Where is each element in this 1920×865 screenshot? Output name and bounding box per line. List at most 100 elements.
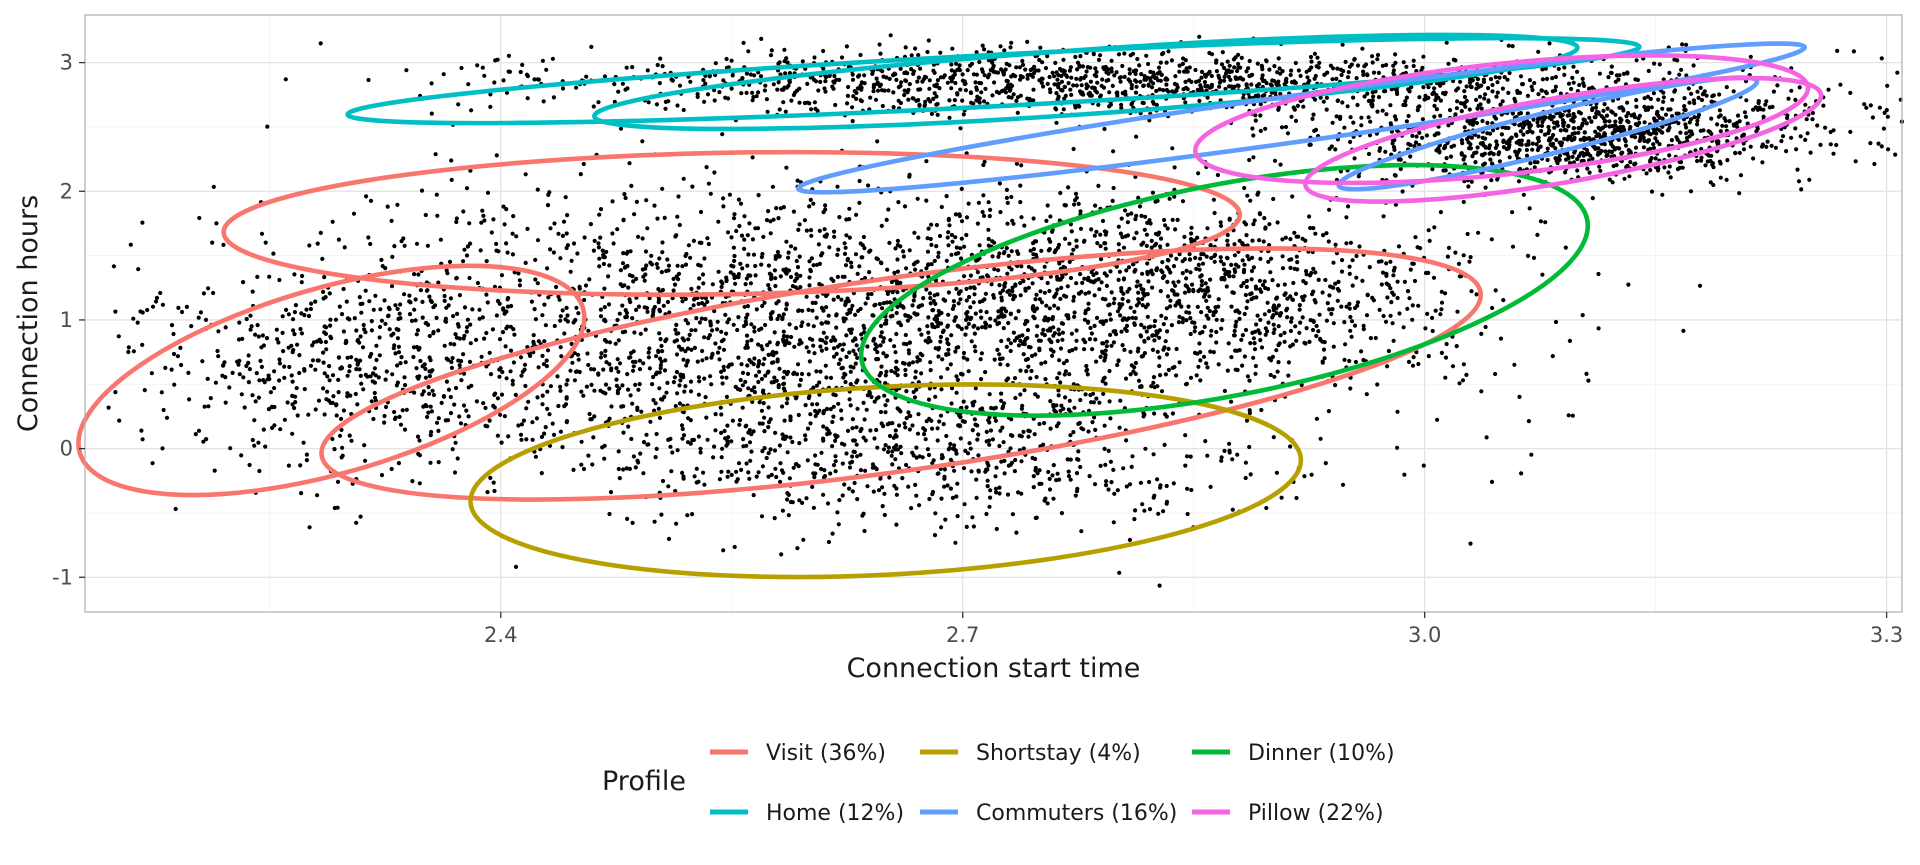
scatter-point xyxy=(1051,404,1056,409)
scatter-point xyxy=(757,359,762,364)
scatter-point xyxy=(979,377,984,382)
scatter-point xyxy=(781,436,786,441)
scatter-point xyxy=(880,103,885,109)
scatter-point xyxy=(1130,262,1136,267)
scatter-point xyxy=(579,439,584,444)
scatter-point xyxy=(928,368,933,373)
scatter-point xyxy=(872,436,877,441)
scatter-point xyxy=(1199,283,1204,288)
scatter-point xyxy=(917,454,922,459)
scatter-point xyxy=(998,210,1003,215)
scatter-point xyxy=(278,427,283,432)
scatter-point xyxy=(255,274,260,279)
scatter-point xyxy=(887,76,892,81)
scatter-point xyxy=(357,295,362,300)
scatter-point xyxy=(1183,433,1188,438)
scatter-point xyxy=(1052,408,1057,413)
scatter-point xyxy=(1214,69,1219,74)
scatter-point xyxy=(1155,71,1160,76)
scatter-point xyxy=(1008,312,1013,317)
scatter-point xyxy=(1479,389,1484,394)
scatter-point xyxy=(1103,381,1108,386)
scatter-point xyxy=(1433,308,1438,313)
scatter-point xyxy=(327,291,332,296)
scatter-point xyxy=(318,230,323,235)
scatter-point xyxy=(961,355,966,360)
scatter-point xyxy=(800,59,805,64)
scatter-point xyxy=(1298,320,1303,325)
scatter-point xyxy=(848,403,853,408)
scatter-point xyxy=(250,393,255,398)
scatter-point xyxy=(840,347,845,352)
scatter-point xyxy=(1553,319,1559,325)
scatter-point xyxy=(743,379,748,384)
scatter-point xyxy=(922,432,927,437)
scatter-point xyxy=(1244,278,1249,283)
scatter-point xyxy=(1311,226,1316,231)
scatter-point xyxy=(997,491,1002,496)
scatter-point xyxy=(1308,225,1313,231)
scatter-point xyxy=(355,402,360,407)
scatter-point xyxy=(265,124,270,129)
scatter-point xyxy=(744,90,749,95)
scatter-point xyxy=(396,344,401,349)
scatter-point xyxy=(1304,326,1309,331)
scatter-point xyxy=(681,433,687,438)
scatter-point xyxy=(780,432,785,437)
scatter-point xyxy=(1377,307,1382,312)
scatter-point xyxy=(1168,304,1173,309)
scatter-point xyxy=(946,347,951,352)
scatter-point xyxy=(763,373,768,378)
scatter-point xyxy=(1270,354,1275,359)
scatter-point xyxy=(484,330,489,336)
scatter-point xyxy=(295,342,300,347)
scatter-point xyxy=(669,469,674,474)
scatter-point xyxy=(814,315,819,320)
scatter-point xyxy=(352,316,357,321)
scatter-point xyxy=(929,242,934,247)
scatter-point xyxy=(833,469,838,474)
scatter-point xyxy=(805,426,811,431)
scatter-point xyxy=(924,287,929,292)
scatter-point xyxy=(949,232,955,238)
scatter-point xyxy=(1251,336,1256,341)
scatter-point xyxy=(916,412,921,417)
scatter-point xyxy=(519,422,525,427)
scatter-point xyxy=(633,382,638,387)
scatter-point xyxy=(960,72,965,77)
scatter-point xyxy=(1191,287,1196,292)
scatter-point xyxy=(322,330,327,335)
scatter-point xyxy=(1180,61,1185,66)
scatter-point xyxy=(696,434,702,439)
scatter-point xyxy=(906,351,912,356)
scatter-point xyxy=(806,349,811,354)
scatter-point xyxy=(971,403,976,408)
scatter-point xyxy=(1051,463,1056,468)
scatter-point xyxy=(824,375,829,380)
scatter-point xyxy=(1100,319,1105,324)
scatter-point xyxy=(677,222,682,228)
scatter-point xyxy=(975,437,980,442)
scatter-point xyxy=(557,297,562,302)
scatter-point xyxy=(1119,105,1124,111)
scatter-point xyxy=(602,337,608,343)
scatter-point xyxy=(907,82,912,87)
scatter-point xyxy=(816,242,822,247)
scatter-point xyxy=(1580,313,1585,318)
scatter-point xyxy=(1188,316,1193,321)
scatter-point xyxy=(457,293,462,298)
scatter-point xyxy=(497,337,503,342)
scatter-point xyxy=(999,338,1004,344)
scatter-point xyxy=(746,273,751,278)
scatter-point xyxy=(1207,294,1212,299)
scatter-point xyxy=(1408,267,1413,272)
scatter-point xyxy=(1193,325,1198,330)
scatter-point xyxy=(795,546,800,551)
scatter-point xyxy=(558,345,563,350)
scatter-point xyxy=(1117,269,1122,274)
scatter-point xyxy=(643,327,648,332)
scatter-point xyxy=(654,354,659,359)
scatter-point xyxy=(702,376,707,381)
scatter-point xyxy=(227,385,232,390)
scatter-point xyxy=(569,258,574,263)
